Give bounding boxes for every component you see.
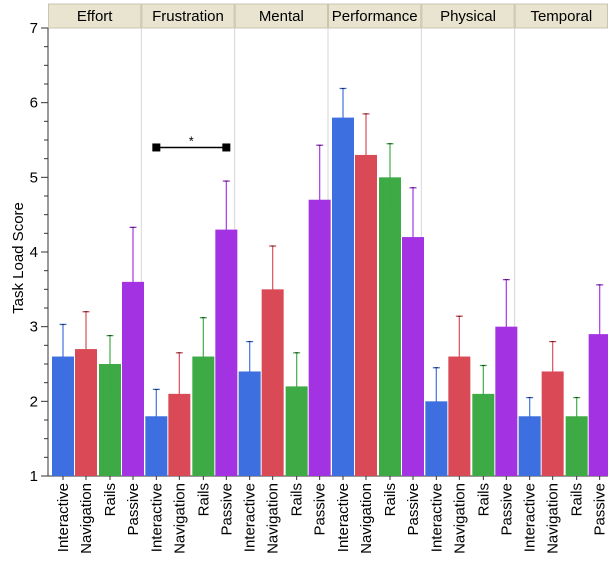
y-axis-label: Task Load Score [10, 202, 27, 314]
x-tick-label: Passive [498, 483, 515, 536]
bar-effort-rails [99, 364, 121, 476]
bar-physical-interactive [425, 401, 448, 476]
y-tick-label: 3 [30, 319, 38, 336]
bar-temporal-navigation [541, 371, 564, 476]
bar-effort-interactive [52, 356, 74, 476]
x-tick-label: Interactive [148, 483, 165, 552]
significance-marker-right [222, 143, 231, 152]
x-tick-label: Rails [475, 483, 492, 516]
panel-title: Performance [332, 8, 418, 25]
panel-title: Mental [259, 8, 304, 25]
panel-title: Frustration [152, 8, 224, 25]
x-tick-label: Interactive [522, 483, 539, 552]
bar-temporal-interactive [518, 416, 541, 476]
panel-title: Temporal [530, 8, 592, 25]
y-tick-label: 7 [30, 20, 38, 37]
y-tick-label: 2 [30, 393, 38, 410]
x-tick-label: Passive [312, 483, 329, 536]
y-tick-label: 5 [30, 169, 38, 186]
x-tick-label: Rails [195, 483, 212, 516]
panel-title: Physical [440, 8, 496, 25]
x-tick-label: Rails [569, 483, 586, 516]
x-tick-label: Passive [125, 483, 142, 536]
panel-header-mental [234, 3, 329, 29]
x-tick-label: Navigation [451, 483, 468, 554]
significance-label: * [189, 133, 194, 148]
bar-temporal-passive [588, 334, 608, 476]
x-tick-label: Navigation [265, 483, 282, 554]
x-tick-label: Navigation [171, 483, 188, 554]
x-tick-label: Rails [102, 483, 119, 516]
x-tick-label: Navigation [358, 483, 375, 554]
y-tick-label: 6 [30, 95, 38, 112]
bar-mental-navigation [261, 289, 284, 476]
y-tick-label: 1 [30, 468, 38, 485]
bar-physical-navigation [448, 356, 471, 476]
y-tick-label: 4 [30, 244, 38, 261]
bar-frustration-passive [215, 229, 238, 476]
x-tick-label: Rails [289, 483, 306, 516]
panel-header-performance [328, 3, 422, 29]
x-tick-label: Passive [218, 483, 235, 536]
bar-effort-passive [122, 281, 144, 476]
bar-frustration-interactive [145, 416, 168, 476]
panel-title: Effort [77, 8, 113, 25]
panel-header-physical [421, 3, 515, 29]
x-tick-label: Navigation [78, 483, 95, 554]
bar-physical-passive [495, 326, 518, 476]
x-tick-label: Navigation [545, 483, 562, 554]
panel-header-temporal [514, 3, 608, 29]
bar-performance-navigation [355, 154, 377, 476]
x-tick-label: Passive [592, 483, 608, 536]
panel-header-effort [48, 3, 142, 29]
x-tick-label: Interactive [335, 483, 352, 552]
bar-mental-interactive [238, 371, 261, 476]
x-tick-label: Rails [382, 483, 399, 516]
bar-effort-navigation [75, 349, 97, 476]
x-tick-label: Passive [405, 483, 422, 536]
bar-physical-rails [472, 393, 495, 476]
bar-performance-rails [379, 177, 401, 477]
bar-performance-passive [402, 237, 424, 476]
bar-mental-rails [285, 386, 308, 476]
bar-frustration-rails [192, 356, 215, 476]
x-tick-label: Interactive [242, 483, 259, 552]
bar-mental-passive [308, 199, 331, 476]
bar-performance-interactive [332, 117, 354, 476]
significance-marker-left [152, 143, 161, 152]
bar-temporal-rails [565, 416, 588, 476]
x-tick-label: Interactive [428, 483, 445, 552]
x-tick-label: Interactive [55, 483, 72, 552]
panel-header-frustration [141, 3, 235, 29]
